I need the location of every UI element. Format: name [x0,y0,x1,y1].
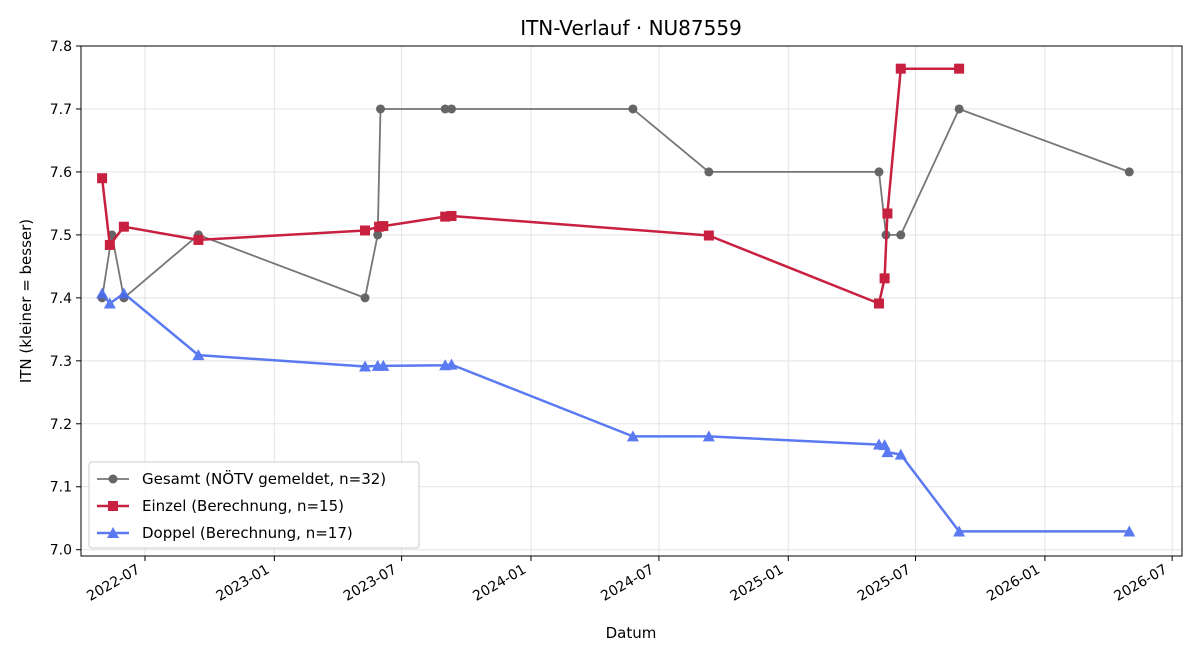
data-point [360,293,370,303]
data-point [446,211,457,221]
legend-box [88,461,420,549]
series-group [96,63,1136,537]
data-point [702,430,715,442]
legend-marker [108,474,118,484]
data-point [193,234,204,245]
legend-label: Einzel (Berechnung, n=15) [142,497,344,515]
data-point [440,211,451,222]
legend-marker [107,527,119,538]
legend-label: Gesamt (NÖTV gemeldet, n=32) [142,469,386,488]
data-point [378,221,389,232]
data-point [879,273,890,284]
data-point [628,104,638,114]
y-tick-label: 7.0 [50,543,72,559]
data-point [96,287,109,299]
y-axis: 7.0 7.1 7.2 7.3 7.4 7.5 7.6 7.7 7.8 [50,39,81,559]
data-point [626,430,639,442]
legend: Gesamt (NÖTV gemeldet, n=32) Einzel (Bere… [88,461,420,549]
chart-title: ITN-Verlauf · NU87559 [520,16,742,40]
legend-marker [108,501,118,511]
data-point [896,230,906,240]
data-point [703,230,714,241]
y-tick-label: 7.6 [50,165,72,181]
data-point [376,104,386,114]
data-point [117,287,130,299]
data-point [360,225,371,236]
data-point [704,167,714,177]
series-triangle [96,287,1136,537]
y-tick-label: 7.8 [50,39,72,55]
data-point [118,221,129,232]
data-point [377,359,390,371]
data-point [881,446,894,458]
data-point [895,63,906,74]
data-point [874,167,884,177]
data-point [440,104,450,114]
legend-item [97,527,129,538]
data-point [953,525,966,537]
y-tick-label: 7.3 [50,354,72,370]
y-tick-label: 7.5 [50,228,72,244]
data-point [97,173,108,184]
data-point [954,63,965,74]
data-point [1124,167,1134,177]
data-point [104,239,115,250]
data-point [103,297,116,309]
data-point [894,448,907,460]
legend-item [97,474,129,484]
x-axis-label: Datum [606,624,657,642]
series-square [97,63,965,309]
y-tick-label: 7.7 [50,102,72,118]
data-point [954,104,964,114]
y-axis-label: ITN (kleiner = besser) [17,219,35,383]
y-tick-label: 7.2 [50,417,72,433]
y-tick-label: 7.4 [50,291,72,307]
data-point [373,230,383,240]
data-point [359,360,372,372]
y-tick-label: 7.1 [50,480,72,496]
data-point [447,104,457,114]
data-point [873,298,884,309]
data-point [1123,525,1136,537]
data-point [192,349,205,361]
data-point [882,208,893,219]
legend-label: Doppel (Berechnung, n=17) [142,524,353,542]
data-point [445,358,458,370]
legend-item [97,501,129,511]
plot-frame [80,45,1183,557]
